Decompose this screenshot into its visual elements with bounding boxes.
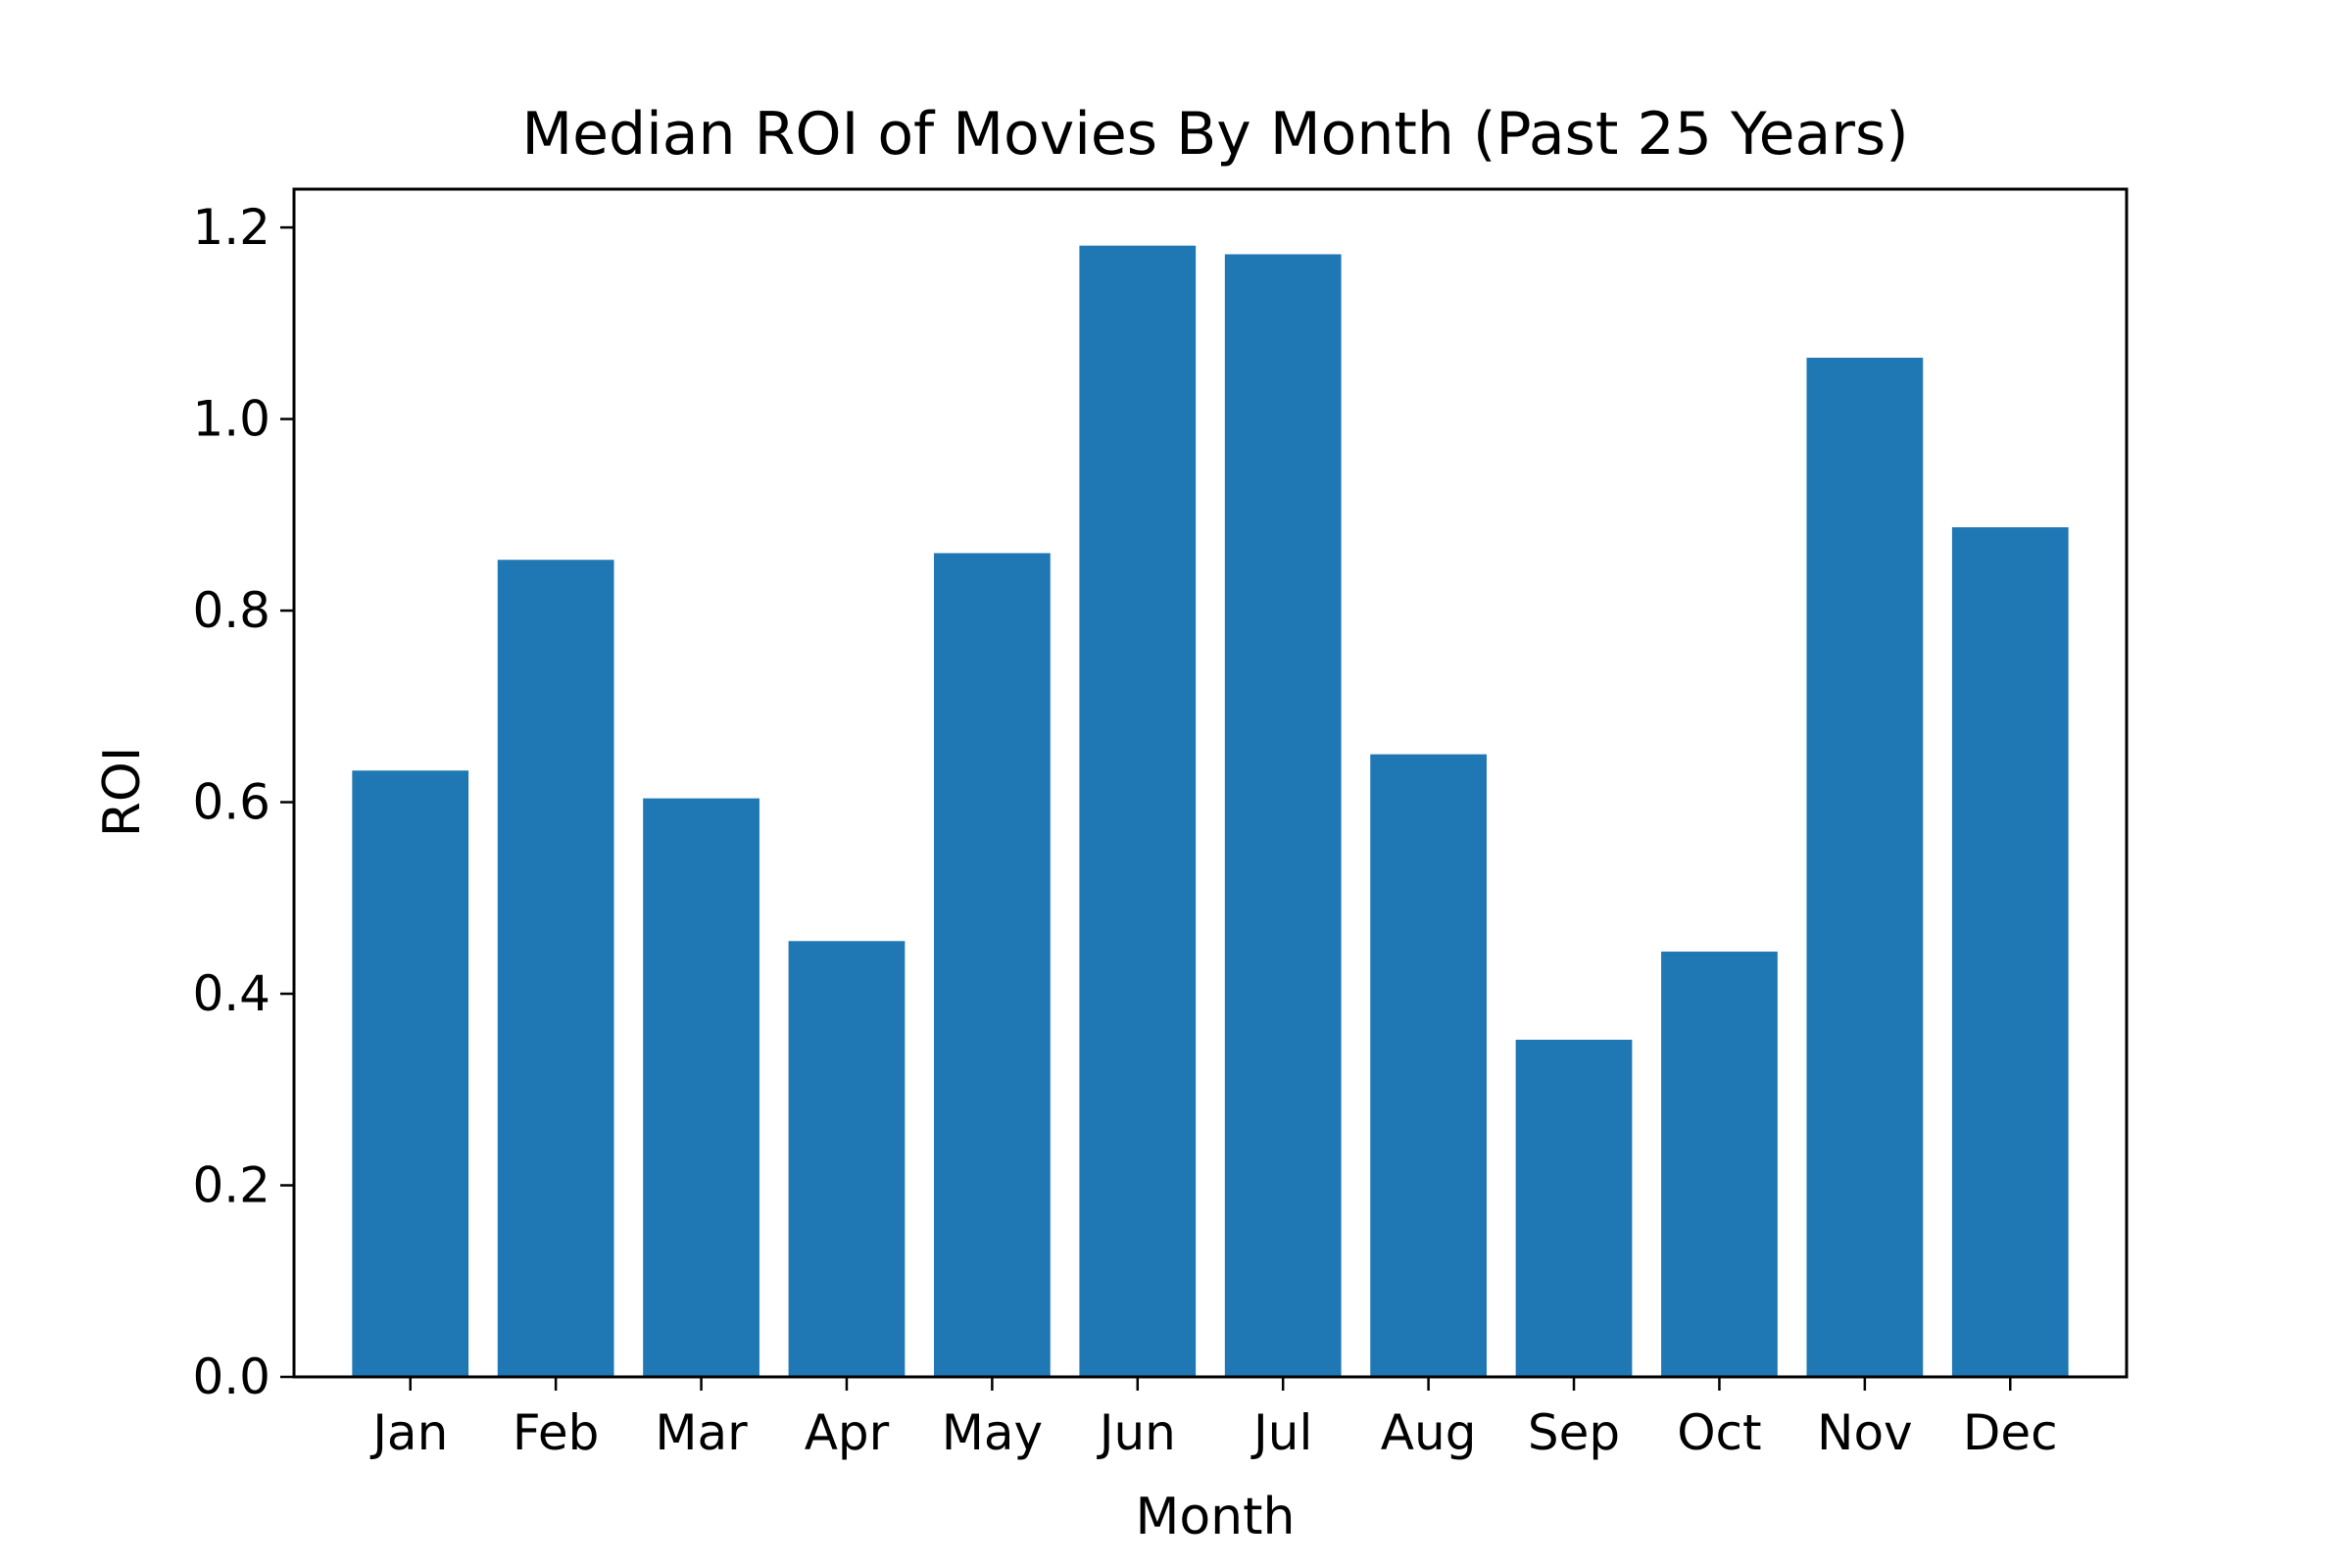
chart-title: Median ROI of Movies By Month (Past 25 Y…: [521, 100, 1908, 169]
y-axis-ticks: 0.0 0.2 0.4 0.6 0.8 1.0 1.2: [192, 199, 294, 1405]
bar-nov: [1806, 358, 1924, 1377]
x-tick-label: Jan: [369, 1404, 448, 1461]
plot-frame: [292, 187, 2129, 1379]
y-tick-label: 0.6: [192, 774, 270, 831]
x-tick-label: Oct: [1677, 1404, 1761, 1461]
bar-oct: [1661, 952, 1778, 1377]
x-tick-label: Dec: [1963, 1404, 2058, 1461]
x-tick-label: Aug: [1381, 1404, 1477, 1461]
x-tick-label: Apr: [805, 1404, 890, 1461]
bars-group: [352, 245, 2069, 1378]
x-tick-label: Jul: [1250, 1404, 1312, 1461]
bar-sep: [1515, 1039, 1633, 1377]
x-tick-label: May: [942, 1404, 1043, 1461]
y-axis-label: ROI: [93, 747, 152, 837]
bar-may: [934, 553, 1051, 1377]
bar-dec: [1951, 527, 2069, 1377]
x-tick-label: Sep: [1528, 1404, 1620, 1461]
y-tick-label: 0.2: [192, 1157, 270, 1214]
x-tick-label: Mar: [655, 1404, 748, 1461]
x-axis-ticks: Jan Feb Mar Apr May Jun Jul Aug Sep Oct Nov Dec: [369, 1377, 2058, 1461]
bar-aug: [1370, 754, 1487, 1377]
x-tick-label: Jun: [1097, 1404, 1176, 1461]
y-tick-label: 0.8: [192, 582, 270, 639]
bar-apr: [788, 941, 906, 1377]
bar-jul: [1224, 254, 1342, 1378]
bar-jan: [352, 770, 469, 1377]
y-tick-label: 1.0: [192, 391, 270, 448]
y-tick-label: 1.2: [192, 199, 270, 256]
bar-jun: [1079, 245, 1197, 1378]
bar-feb: [497, 560, 614, 1377]
y-tick-label: 0.0: [192, 1348, 270, 1405]
x-axis-label: Month: [1136, 1488, 1296, 1546]
y-tick-label: 0.4: [192, 965, 270, 1022]
x-tick-label: Nov: [1817, 1404, 1913, 1461]
x-tick-label: Feb: [513, 1404, 600, 1461]
bar-mar: [643, 798, 760, 1377]
